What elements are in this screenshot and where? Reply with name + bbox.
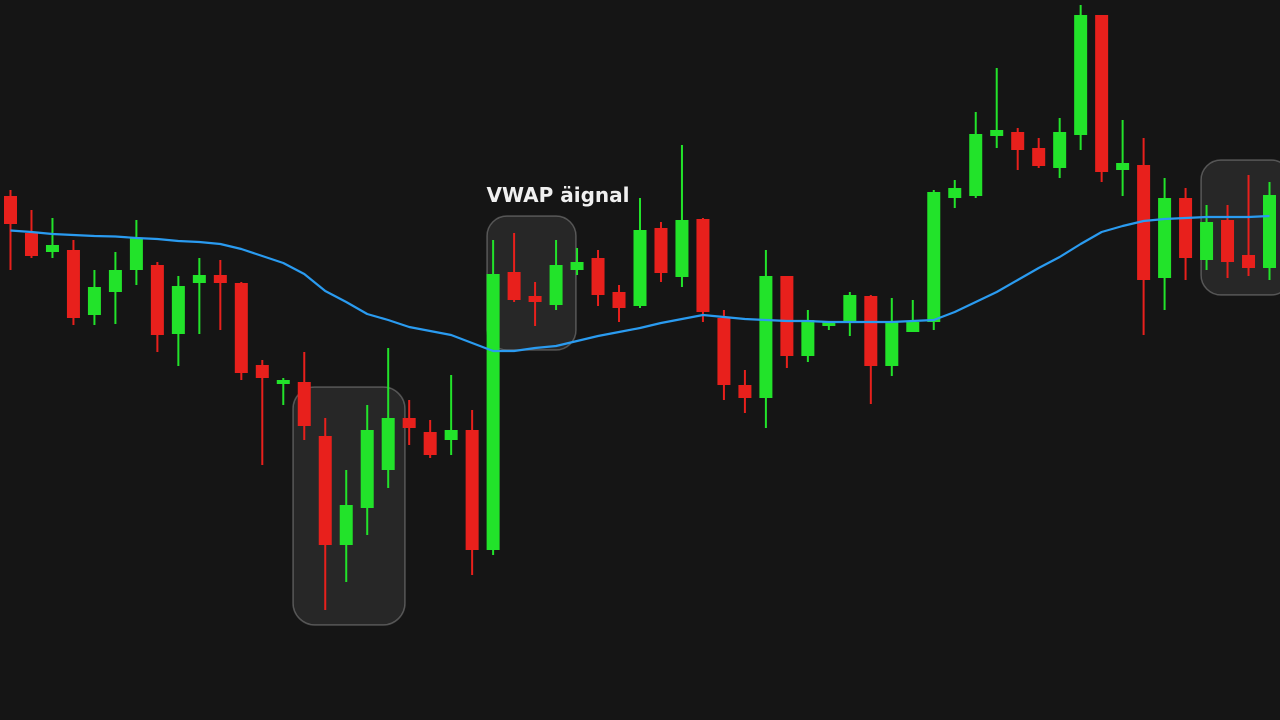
- candle-body: [1137, 165, 1151, 280]
- candle-body: [276, 380, 290, 384]
- candle-body: [1011, 132, 1025, 150]
- candle-body: [759, 276, 773, 398]
- candle-body: [990, 130, 1004, 136]
- vwap-line: [10, 214, 1270, 353]
- candle-body: [45, 245, 59, 252]
- candle-body: [738, 385, 752, 398]
- candle-body: [654, 228, 668, 273]
- candle-body: [570, 262, 584, 270]
- candle-body: [234, 283, 248, 373]
- candle-body: [780, 276, 794, 356]
- candle-body: [423, 432, 437, 455]
- candle-body: [339, 505, 353, 545]
- highlight-box: [486, 215, 577, 351]
- candle-body: [549, 265, 563, 305]
- candle-body: [1200, 222, 1214, 260]
- candle-body: [1221, 220, 1235, 262]
- candle-body: [1032, 148, 1046, 166]
- candle-body: [24, 233, 38, 256]
- candle-body: [1158, 198, 1172, 278]
- candle-body: [402, 418, 416, 428]
- candle-body: [381, 418, 395, 470]
- candle-body: [969, 134, 983, 196]
- candle-body: [444, 430, 458, 440]
- candle-body: [948, 188, 962, 198]
- candle-body: [1179, 198, 1193, 258]
- candle-body: [801, 320, 815, 356]
- candle-body: [108, 270, 122, 292]
- candle-body: [1074, 15, 1088, 135]
- candle-body: [171, 286, 185, 334]
- candle-body: [717, 318, 731, 385]
- candle-body: [360, 430, 374, 508]
- candle-body: [507, 272, 521, 300]
- candle-body: [1095, 15, 1109, 172]
- candle-body: [696, 219, 710, 312]
- candle-body: [150, 265, 164, 335]
- candle-body: [213, 275, 227, 283]
- candle-body: [927, 192, 941, 322]
- candle-body: [3, 196, 17, 224]
- candle-body: [906, 322, 920, 332]
- candle-body: [822, 322, 836, 326]
- candle-body: [864, 296, 878, 366]
- candle-body: [1116, 163, 1130, 170]
- candle-body: [612, 292, 626, 308]
- candle-body: [1053, 132, 1067, 168]
- candle-body: [528, 296, 542, 302]
- candle-body: [1263, 195, 1277, 268]
- candle-body: [192, 275, 206, 283]
- candle-body: [591, 258, 605, 295]
- candle-body: [66, 250, 80, 318]
- candle-body: [675, 220, 689, 277]
- candle-body: [87, 287, 101, 315]
- annotation: VWAP äignal: [487, 183, 630, 207]
- candle-body: [129, 238, 143, 270]
- candle-body: [255, 365, 269, 378]
- candle-body: [843, 295, 857, 322]
- candle-body: [465, 430, 479, 550]
- candle-body: [318, 436, 332, 545]
- candle-body: [297, 382, 311, 426]
- candle-body: [1242, 255, 1256, 268]
- plot: [3, 5, 1277, 610]
- candle-body: [486, 274, 500, 550]
- candle-body: [633, 230, 647, 306]
- candle-body: [885, 322, 899, 366]
